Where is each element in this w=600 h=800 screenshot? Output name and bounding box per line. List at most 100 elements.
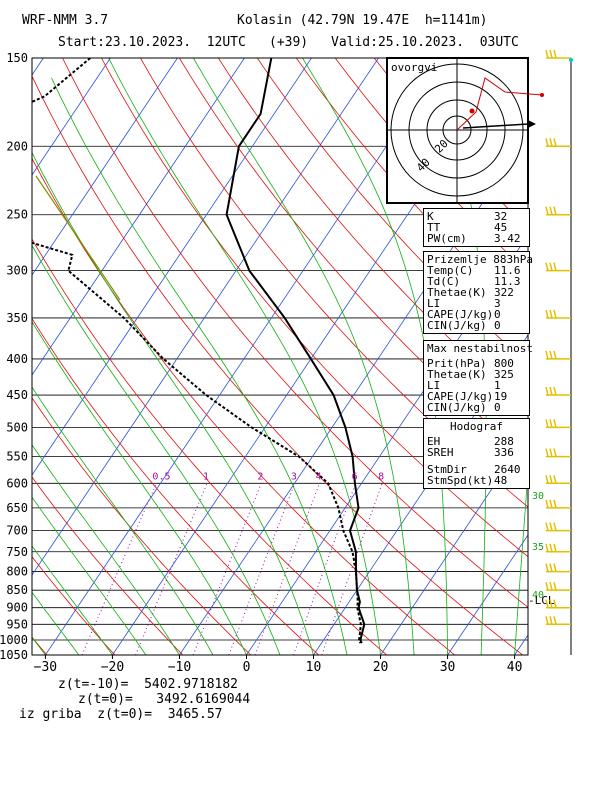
dry-adiabat [32, 75, 524, 655]
moist-adiabat [32, 496, 147, 655]
dry-adiabat [256, 58, 528, 365]
temperature-tick-0: 0 [243, 660, 251, 675]
mixing-ratio-line [192, 483, 262, 655]
dry-adiabat [62, 58, 528, 608]
pressure-tick-650: 650 [6, 501, 28, 515]
wind-barb [545, 616, 571, 626]
wind-barb [545, 522, 571, 532]
isotherm [32, 58, 245, 376]
temperature-tick-40: 40 [507, 660, 523, 675]
temperature-tick--10: −10 [168, 660, 191, 675]
dry-adiabat [543, 0, 600, 661]
isotherm [380, 434, 528, 655]
wind-barb [545, 599, 571, 609]
footer-line-2: z(t=0)= 3492.6169044 [78, 692, 251, 707]
pressure-tick-450: 450 [6, 388, 28, 402]
max-unstable-title: Max nestabilnost [427, 342, 533, 355]
moist-adiabat [108, 58, 381, 655]
wind-barb [545, 419, 571, 429]
moist-adiabat [32, 151, 314, 655]
mixing-ratio-label: 0.5 [152, 471, 170, 482]
lcl-label: -LCL [528, 594, 555, 607]
mixing-ratio-label: 6 [352, 471, 358, 482]
wind-barb [545, 262, 571, 272]
mixing-ratio-label: 1 [203, 471, 209, 482]
pressure-tick-150: 150 [6, 51, 28, 65]
mixing-ratio-line [254, 483, 321, 655]
pressure-tick-700: 700 [6, 524, 28, 538]
moist-adiabat [32, 545, 113, 655]
dewpoint-profile [32, 58, 362, 644]
max-unstable-box: Max nestabilnost Prit(hPa) 800 Thetae(K) 3… [423, 340, 533, 416]
temperature-tick-20: 20 [373, 660, 389, 675]
pressure-tick-750: 750 [6, 545, 28, 559]
surface-title: Prizemlje 883hPa [427, 253, 533, 266]
indices-row-tt: TT 45 [427, 221, 508, 234]
surface-box: Prizemlje 883hPa Temp(C) 11.6 Td(C) 11.3 T… [423, 251, 533, 334]
footer-line-1: z(t=-10)= 5402.9718182 [58, 677, 239, 692]
isotherm [32, 58, 379, 576]
temperature-profile [225, 58, 366, 644]
temperature-tick--30: −30 [34, 660, 57, 675]
temperature-tick-10: 10 [306, 660, 322, 675]
mixing-ratio-line [81, 483, 157, 655]
pressure-tick-1000: 1000 [0, 633, 28, 647]
dry-adiabat [32, 317, 320, 655]
moist-adiabat [32, 244, 281, 655]
mixing-ratio-line [135, 483, 208, 655]
dry-adiabat [32, 157, 456, 655]
theta-e-label: 40 [532, 590, 544, 601]
dry-adiabat [334, 58, 528, 274]
indices-row-pw: PW(cm) 3.42 [427, 232, 521, 245]
wind-barb [545, 475, 571, 485]
pressure-tick-600: 600 [6, 476, 28, 490]
isotherm [582, 58, 600, 655]
dry-adiabat [178, 58, 528, 459]
moist-adiabat [32, 591, 80, 655]
hodograph-inset [386, 57, 544, 204]
dry-adiabat [32, 636, 48, 655]
pressure-tick-250: 250 [6, 208, 28, 222]
pressure-tick-1050: 1050 [0, 648, 28, 662]
wind-barb [545, 543, 571, 553]
wind-barb [545, 138, 571, 148]
hodograf-title: Hodograf [450, 420, 503, 433]
pressure-tick-300: 300 [6, 264, 28, 278]
pressure-tick-950: 950 [6, 617, 28, 631]
wind-barb [545, 448, 571, 458]
indices-box: K 32 TT 45 PW(cm) 3.42 [423, 208, 530, 247]
pressure-tick-500: 500 [6, 420, 28, 434]
pressure-tick-400: 400 [6, 352, 28, 366]
indices-row-k: K 32 [427, 210, 508, 223]
location-label: Kolasin (42.79N 19.47E h=1141m) [237, 13, 488, 28]
temperature-tick-30: 30 [440, 660, 456, 675]
olive-line [35, 175, 121, 301]
theta-e-label: 30 [532, 491, 544, 502]
dry-adiabat [32, 476, 184, 655]
temperature-tick--20: −20 [101, 660, 124, 675]
wind-barb [545, 563, 571, 573]
mixing-ratio-line [293, 483, 357, 655]
moist-adiabat [32, 444, 180, 655]
pressure-tick-900: 900 [6, 601, 28, 615]
isotherm [32, 58, 178, 276]
wind-barb [545, 499, 571, 509]
dry-adiabat [32, 397, 252, 655]
wind-barb [545, 386, 571, 396]
wind-barb [545, 309, 571, 319]
start-label: Start:23.10.2023. 12UTC [58, 35, 246, 50]
pressure-tick-850: 850 [6, 583, 28, 597]
pressure-tick-200: 200 [6, 139, 28, 153]
isotherm [32, 58, 111, 176]
pressure-tick-800: 800 [6, 565, 28, 579]
moist-adiabat [51, 77, 348, 655]
moist-adiabat [193, 58, 415, 655]
mixing-ratio-label: 4 [316, 471, 322, 482]
dry-adiabat [32, 556, 116, 655]
wind-barb [545, 206, 571, 216]
wind-barb [545, 350, 571, 360]
pressure-tick-350: 350 [6, 311, 28, 325]
mixing-ratio-label: 8 [378, 471, 384, 482]
isotherm [447, 534, 528, 655]
valid-label: Valid:25.10.2023. 03UTC [331, 35, 519, 50]
